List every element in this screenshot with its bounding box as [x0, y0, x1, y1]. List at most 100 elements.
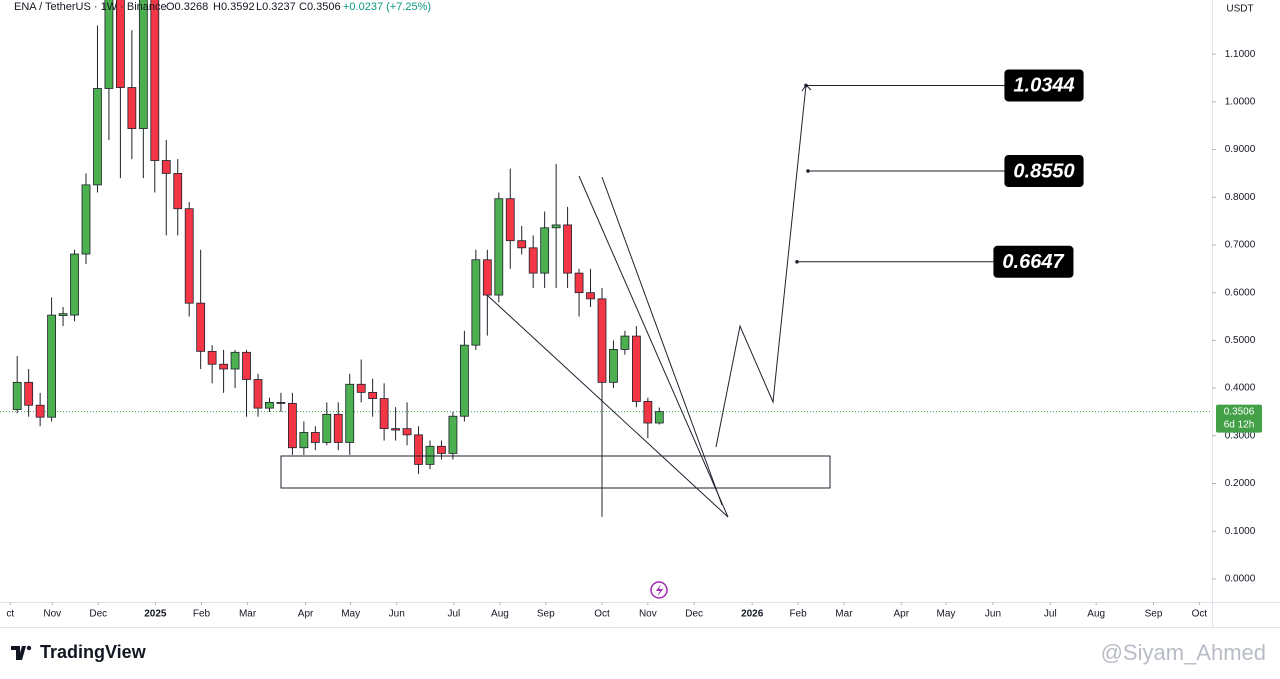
candle-body	[517, 240, 527, 249]
candle-body	[242, 351, 251, 380]
candle-body	[173, 173, 183, 210]
y-tick-label: 0.8000	[1225, 192, 1256, 203]
target: 0.8550	[806, 155, 1084, 188]
branding: TradingView	[40, 642, 147, 662]
y-tick-label: 0.5000	[1225, 335, 1256, 346]
last-price-label: 0.3506	[1224, 406, 1255, 417]
candle-body	[494, 198, 504, 296]
candle-body	[276, 401, 286, 404]
target-dot	[806, 169, 810, 173]
candle-body	[505, 198, 515, 242]
ohlc-low: L0.3237	[256, 1, 296, 13]
x-tick-label: Feb	[789, 609, 807, 620]
candle-body	[47, 314, 56, 418]
flash-icon	[650, 581, 668, 599]
header: ENA / TetherUS · 1W · Binance O0.3268 H0…	[14, 1, 431, 13]
y-tick-label: 0.4000	[1225, 383, 1256, 394]
y-tick-label: 0.7000	[1225, 240, 1256, 251]
x-tick-label: Jul	[447, 609, 460, 620]
candle-body	[597, 298, 607, 383]
candle-body	[138, 0, 148, 129]
y-tick-label: 0.9000	[1225, 144, 1256, 155]
target-label: 0.6647	[1002, 251, 1064, 273]
x-tick-label: Sep	[537, 609, 555, 620]
candle-body	[471, 259, 481, 346]
candle-body	[104, 0, 114, 89]
candle-body	[379, 398, 389, 430]
candle-body	[265, 401, 274, 409]
x-tick-label: Nov	[639, 609, 657, 620]
candle-body	[482, 259, 492, 296]
candle-body	[414, 434, 423, 465]
y-tick-label: 0.2000	[1225, 478, 1256, 489]
x-tick-label: Mar	[835, 609, 853, 620]
trend-line	[578, 175, 729, 518]
candle-body	[437, 445, 446, 454]
x-tick-label: Feb	[193, 609, 211, 620]
candle-body	[196, 302, 206, 352]
projection-path	[715, 84, 807, 448]
target-box	[1004, 69, 1084, 102]
target-box	[993, 245, 1074, 278]
x-tick-label: May	[937, 609, 956, 620]
ohlc-open: O0.3268	[166, 1, 208, 13]
ohlc-high: H0.3592	[213, 1, 255, 13]
candle-body	[219, 363, 228, 370]
trend-line	[486, 294, 729, 518]
y-tick-label: 0.1000	[1225, 526, 1256, 537]
x-tick-label: Jun	[985, 609, 1001, 620]
target-label: 0.8550	[1013, 160, 1074, 182]
candle-body	[391, 428, 400, 431]
candle-body	[551, 224, 561, 229]
candle-body	[609, 349, 618, 383]
candle-body	[287, 402, 297, 449]
candle-body	[12, 381, 22, 410]
y-tick-label: 1.0000	[1225, 96, 1256, 107]
candle-body	[368, 391, 378, 399]
countdown: 6d 12h	[1224, 419, 1255, 430]
x-tick-label: Dec	[685, 609, 703, 620]
candle-body	[586, 292, 595, 300]
x-tick-label: Oct	[1192, 609, 1208, 620]
x-tick-label: Jul	[1044, 609, 1057, 620]
candle-body	[345, 383, 355, 443]
candle-body	[24, 381, 34, 406]
candle-body	[115, 0, 125, 88]
candle-body	[184, 208, 194, 304]
x-tick-label: Mar	[239, 609, 257, 620]
candle-body	[528, 247, 538, 274]
candle-body	[161, 160, 171, 174]
candle-body	[310, 432, 320, 443]
x-tick-label: Aug	[1087, 609, 1105, 620]
y-tick-label: 0.6000	[1225, 287, 1256, 298]
logo: TradingView	[11, 642, 147, 662]
candle-body	[35, 404, 45, 418]
x-tick-label: Aug	[491, 609, 509, 620]
x-tick-label: Sep	[1145, 609, 1163, 620]
candle-body	[425, 445, 435, 465]
trend-line	[601, 176, 723, 506]
y-tick-label: 1.1000	[1225, 49, 1256, 60]
symbol: ENA / TetherUS · 1W · Binance	[14, 1, 167, 13]
candle-body	[574, 272, 584, 294]
candle-body	[356, 383, 366, 393]
candle-body	[322, 413, 332, 443]
candle-body	[93, 88, 102, 186]
candle-body	[459, 344, 469, 417]
support-zone	[280, 455, 831, 489]
drawings	[280, 84, 831, 518]
x-tick-label: Nov	[43, 609, 61, 620]
watermark: @Siyam_Ahmed	[1101, 640, 1266, 665]
x-tick-label: Apr	[893, 609, 909, 620]
candle-body	[643, 401, 653, 424]
candle-body	[299, 432, 309, 449]
candle-body	[563, 224, 572, 274]
candle-body	[207, 350, 217, 365]
target-box	[1004, 155, 1084, 188]
x-tick-label: ct	[6, 609, 14, 620]
candle-body	[402, 428, 412, 436]
candle-body	[70, 253, 79, 316]
y-tick-label: 0.3000	[1225, 430, 1256, 441]
x-tick-label: Dec	[89, 609, 107, 620]
